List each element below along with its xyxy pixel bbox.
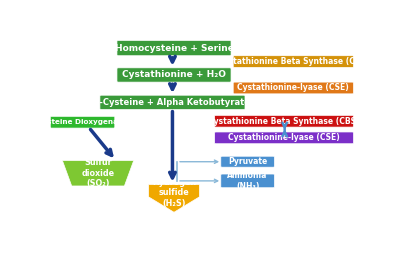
FancyBboxPatch shape: [221, 156, 274, 167]
Text: Cystathionine-lyase (CSE): Cystathionine-lyase (CSE): [228, 133, 340, 142]
Text: Cystathionine Beta Synthase (CBS): Cystathionine Beta Synthase (CBS): [218, 57, 369, 66]
Text: Cystathionine Beta Synthase (CBS): Cystathionine Beta Synthase (CBS): [208, 117, 360, 126]
Text: Cysteine Dioxygenase: Cysteine Dioxygenase: [38, 119, 128, 125]
Text: Homocysteine + Serine: Homocysteine + Serine: [114, 44, 234, 53]
FancyBboxPatch shape: [215, 115, 354, 127]
Text: Cystathionine-lyase (CSE): Cystathionine-lyase (CSE): [238, 84, 349, 92]
Text: Ammonia
(NH₃): Ammonia (NH₃): [228, 171, 268, 190]
FancyBboxPatch shape: [215, 132, 354, 144]
FancyBboxPatch shape: [233, 56, 354, 68]
FancyBboxPatch shape: [233, 82, 354, 94]
FancyBboxPatch shape: [221, 174, 274, 188]
Text: Cystathionine + H₂O: Cystathionine + H₂O: [122, 70, 226, 80]
FancyBboxPatch shape: [117, 68, 231, 82]
Text: Sulfur
dioxide
(SO₂): Sulfur dioxide (SO₂): [82, 158, 115, 188]
Text: L-Cysteine + Alpha Ketobutyrate: L-Cysteine + Alpha Ketobutyrate: [94, 98, 250, 107]
Polygon shape: [62, 161, 134, 186]
FancyBboxPatch shape: [100, 95, 245, 109]
FancyBboxPatch shape: [117, 40, 231, 56]
Text: Pyruvate: Pyruvate: [228, 157, 267, 166]
FancyBboxPatch shape: [50, 116, 115, 128]
Text: Hydrogen
sulfide
(H₂S): Hydrogen sulfide (H₂S): [152, 178, 196, 208]
Polygon shape: [148, 185, 200, 212]
